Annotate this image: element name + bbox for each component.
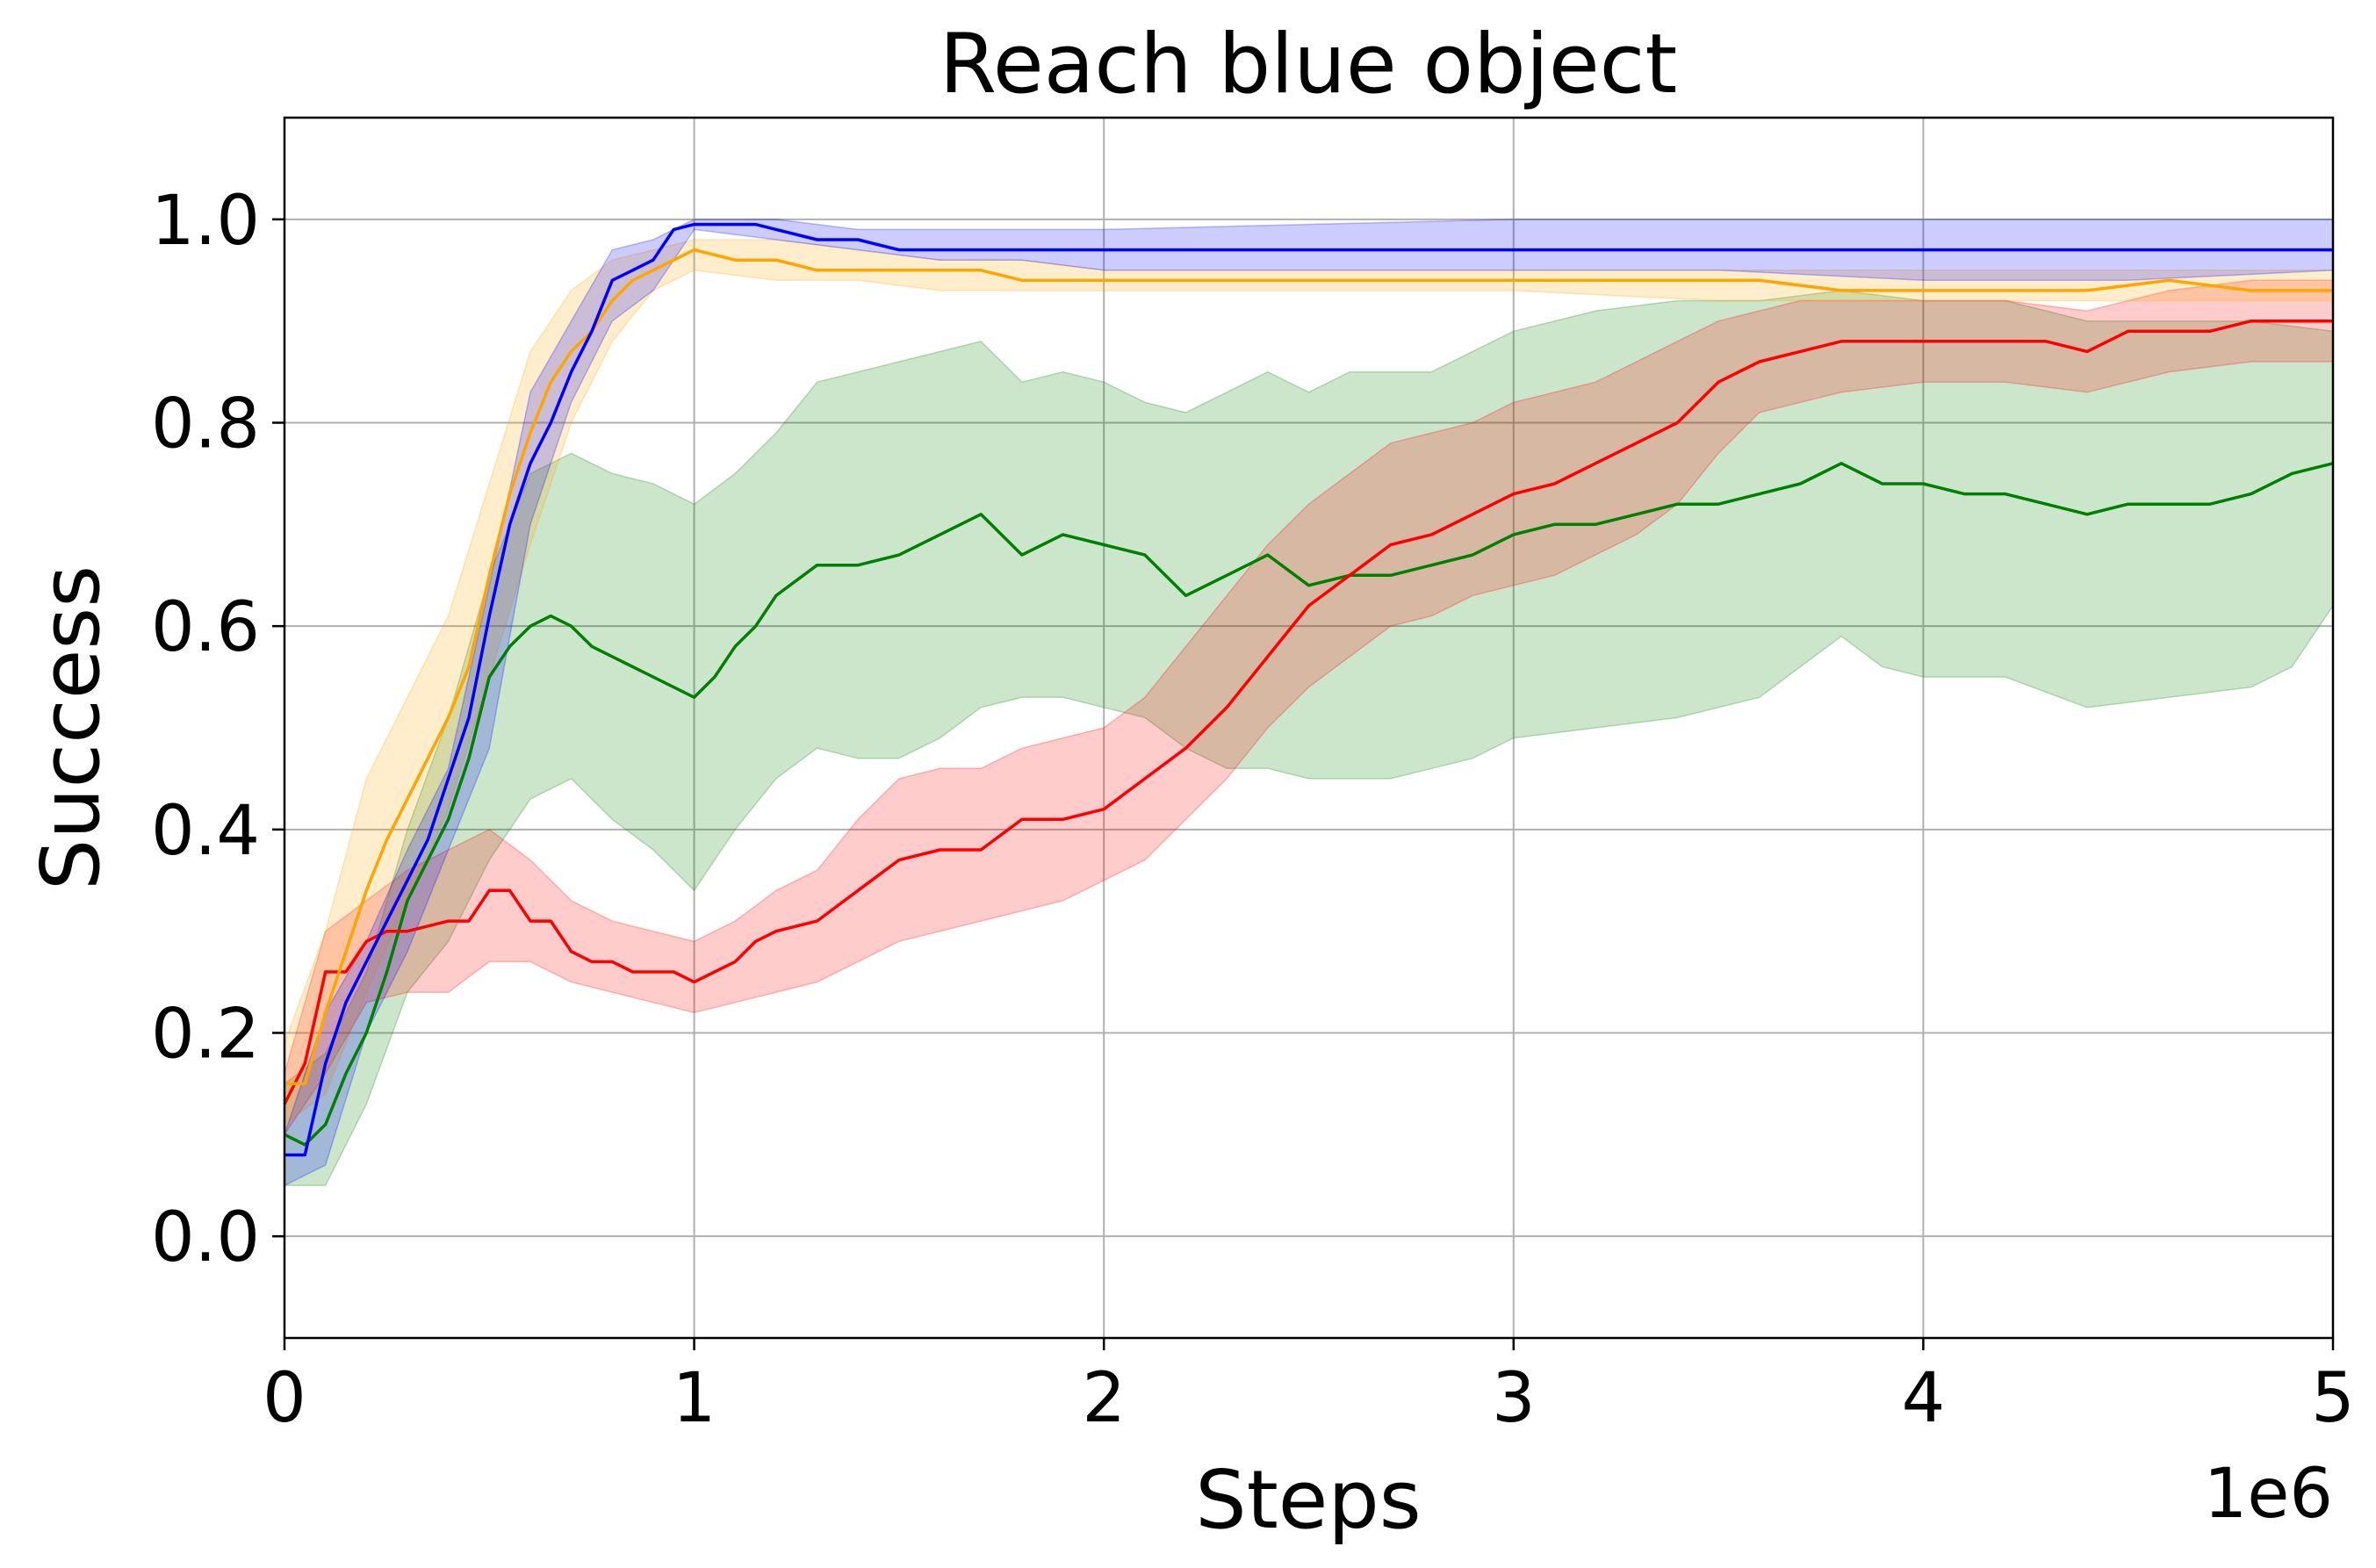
series-line	[284, 222, 2333, 1157]
series-line	[284, 248, 2333, 1086]
series-line	[283, 319, 2333, 1105]
y-tick-label: 1.0	[151, 182, 260, 261]
y-tick-label: 0.4	[151, 792, 260, 871]
y-tick-label: 0.8	[151, 385, 260, 464]
plot-area	[283, 219, 2334, 1187]
y-tick-label: 0.2	[151, 996, 260, 1075]
x-axis-offset-label: 1e6	[2204, 1455, 2333, 1534]
chart-title: Reach blue object	[940, 17, 1677, 112]
axes-frame	[283, 116, 2335, 1340]
x-tick-label: 1	[673, 1359, 716, 1438]
grid-lines	[284, 118, 2334, 1338]
x-tick-label: 2	[1082, 1359, 1126, 1438]
confidence-band	[284, 219, 2334, 1187]
x-tick-label: 3	[1492, 1359, 1536, 1438]
y-tick-label: 0.6	[151, 588, 260, 667]
x-tick-label: 0	[263, 1359, 306, 1438]
x-tick-label: 4	[1902, 1359, 1946, 1438]
y-axis-label: Success	[24, 565, 118, 890]
y-axis: 0.0 0.2 0.4 0.6 0.8 1.0	[151, 182, 284, 1277]
x-tick-label: 5	[2311, 1359, 2355, 1438]
y-tick-label: 0.0	[151, 1198, 260, 1277]
x-axis: 0 1 2 3 4 5	[263, 1338, 2355, 1438]
confidence-band	[284, 290, 2334, 1187]
series-line	[284, 462, 2334, 1147]
x-axis-label: Steps	[1195, 1453, 1421, 1547]
